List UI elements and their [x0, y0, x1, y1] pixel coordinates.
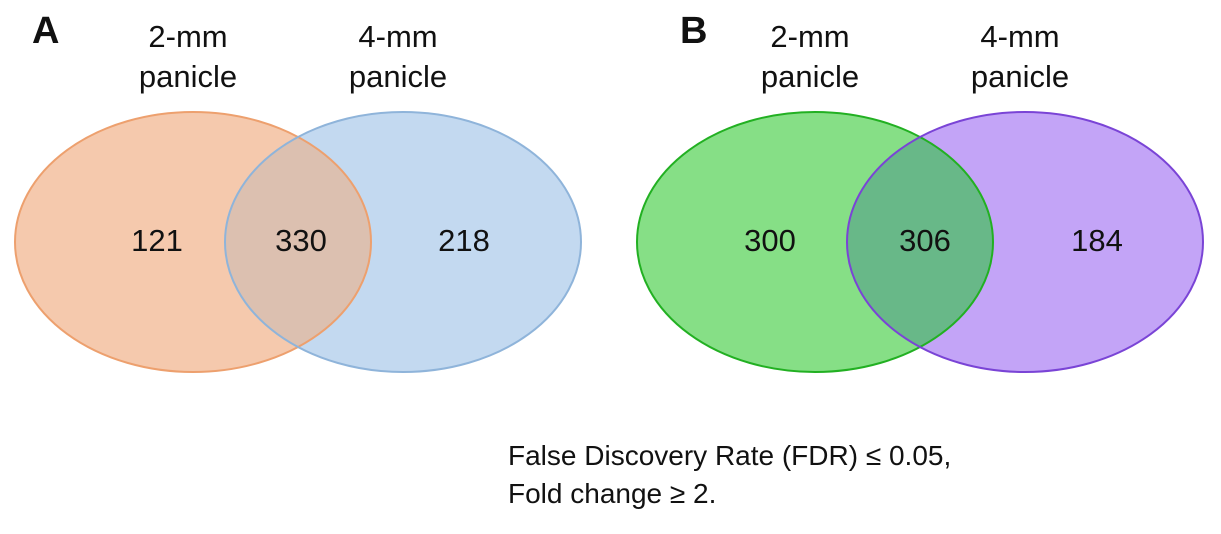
panel-b-left-label-line2: panicle — [760, 59, 860, 94]
panel-a-right-label-line2: panicle — [348, 59, 448, 94]
significance-note-line2: Fold change ≥ 2. — [508, 478, 717, 509]
venn-b-overlap-count: 306 — [899, 223, 951, 258]
panel-b-left-label-line1: 2-mm — [770, 19, 850, 54]
panel-a-left-label-line2: panicle — [138, 59, 238, 94]
venn-b-left-outline — [636, 111, 994, 373]
venn-b-right-only-count: 184 — [1071, 223, 1123, 258]
panel-a-right-set-label: 4-mm panicle — [288, 17, 508, 97]
venn-a-overlap-count: 330 — [275, 223, 327, 258]
panel-a-left-label-line1: 2-mm — [148, 19, 228, 54]
significance-note-line1: False Discovery Rate (FDR) ≤ 0.05, — [508, 440, 952, 471]
panel-b-right-label-line1: 4-mm — [980, 19, 1060, 54]
panel-b-letter: B — [680, 10, 708, 52]
significance-note: False Discovery Rate (FDR) ≤ 0.05, Fold … — [508, 437, 951, 513]
venn-b-overlap-region — [847, 112, 993, 372]
venn-a: 121 330 218 — [14, 111, 582, 373]
panel-b-left-set-label: 2-mm panicle — [700, 17, 920, 97]
panel-b-right-set-label: 4-mm panicle — [910, 17, 1130, 97]
venn-b: 300 306 184 — [636, 111, 1204, 373]
panel-a-letter: A — [32, 10, 60, 52]
venn-a-right-only-count: 218 — [438, 223, 490, 258]
panel-a-right-label-line1: 4-mm — [358, 19, 438, 54]
venn-a-left-outline — [14, 111, 372, 373]
venn-a-overlap-region — [225, 112, 371, 372]
venn-a-left-only-count: 121 — [131, 223, 183, 258]
panel-b-right-label-line2: panicle — [970, 59, 1070, 94]
panel-a-left-set-label: 2-mm panicle — [78, 17, 298, 97]
venn-a-right-outline — [224, 111, 582, 373]
venn-b-right-outline — [846, 111, 1204, 373]
venn-b-left-only-count: 300 — [744, 223, 796, 258]
